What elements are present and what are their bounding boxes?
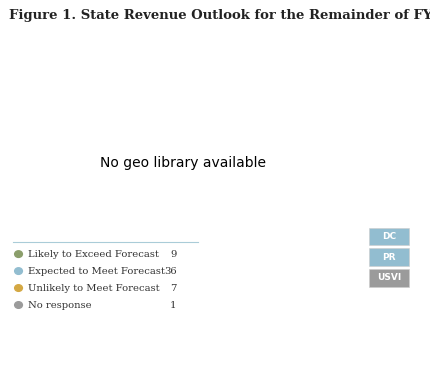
Text: No geo library available: No geo library available <box>100 156 266 170</box>
Text: 36: 36 <box>164 266 176 276</box>
Text: 9: 9 <box>170 249 176 259</box>
Text: 7: 7 <box>170 283 176 293</box>
Text: PR: PR <box>381 253 395 262</box>
Text: USVI: USVI <box>376 273 400 282</box>
Text: Likely to Exceed Forecast: Likely to Exceed Forecast <box>28 249 158 259</box>
Text: Unlikely to Meet Forecast: Unlikely to Meet Forecast <box>28 283 159 293</box>
Text: 1: 1 <box>170 300 176 310</box>
Text: Figure 1. State Revenue Outlook for the Remainder of FY 2014: Figure 1. State Revenue Outlook for the … <box>9 9 430 22</box>
Text: Expected to Meet Forecast: Expected to Meet Forecast <box>28 266 164 276</box>
Text: DC: DC <box>381 232 395 241</box>
Text: No response: No response <box>28 300 91 310</box>
